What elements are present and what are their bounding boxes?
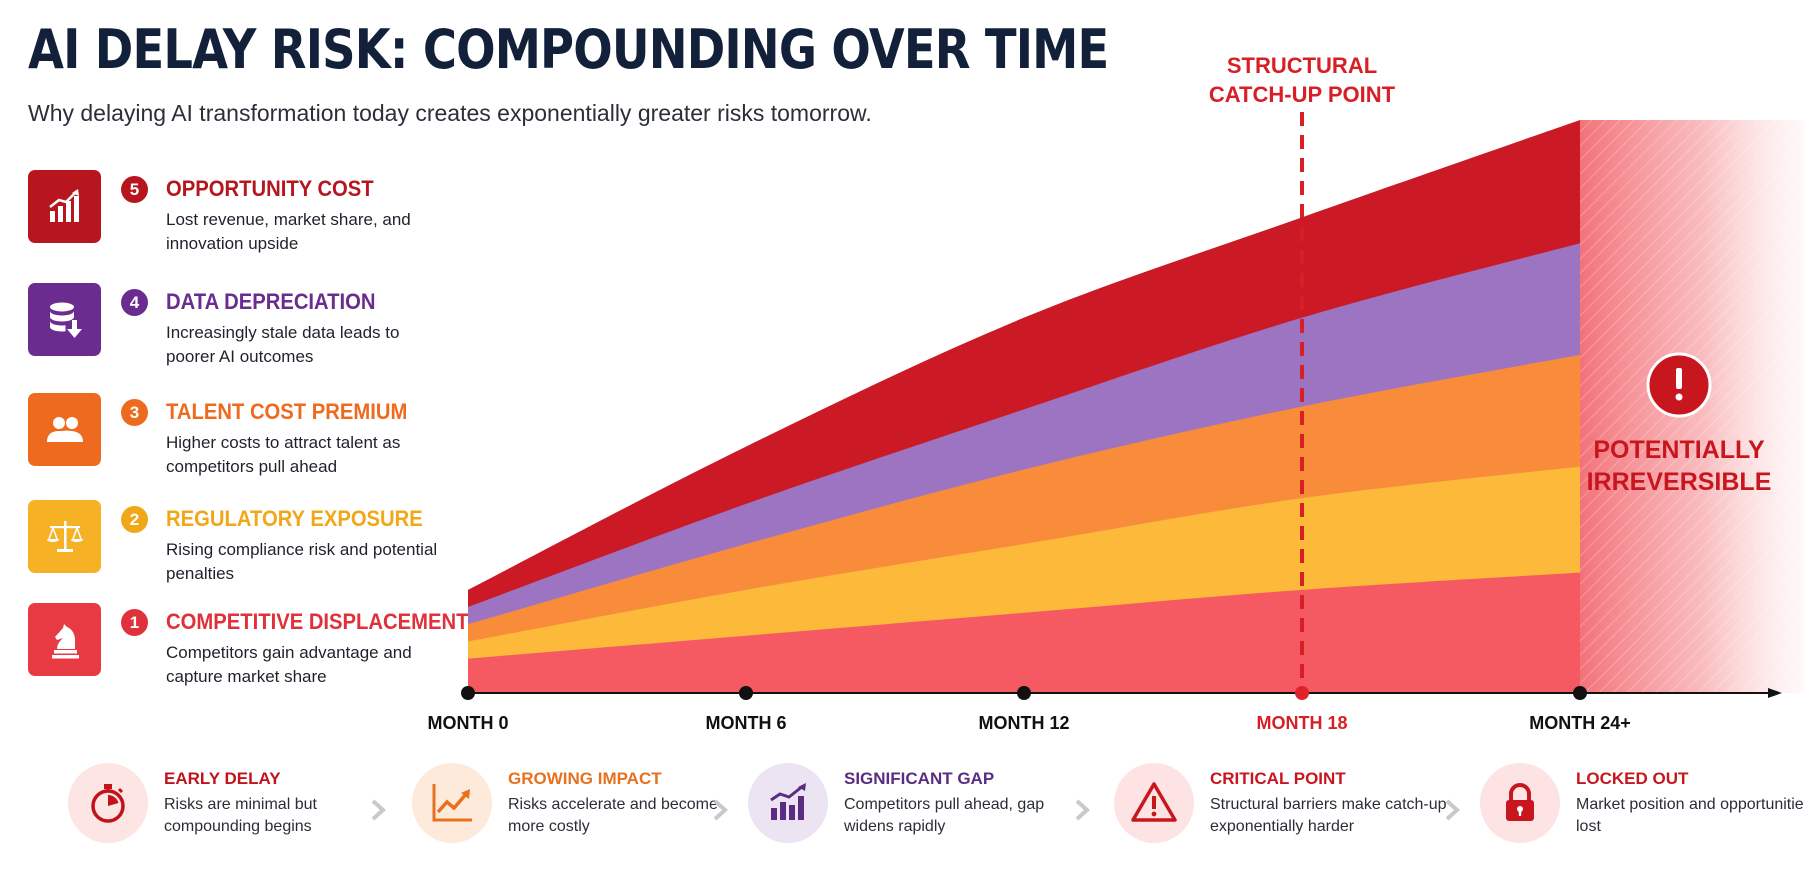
marker-label-line2: CATCH-UP POINT <box>1209 82 1396 107</box>
risk-item-opportunity-cost: 5 OPPORTUNITY COST Lost revenue, market … <box>28 170 458 253</box>
x-axis-arrow <box>1768 688 1782 698</box>
risk-item-talent-cost-premium: 3 TALENT COST PREMIUM Higher costs to at… <box>28 393 458 476</box>
x-tick-marker <box>461 686 475 700</box>
stage-title: CRITICAL POINT <box>1210 769 1346 788</box>
bar-growth-icon <box>748 763 828 843</box>
risk-number: 3 <box>121 399 148 426</box>
chevron-right-icon <box>713 799 728 821</box>
risk-description: Competitors gain advantage and capture m… <box>166 643 412 686</box>
stage-timeline: EARLY DELAY Risks are minimal but compou… <box>0 755 1804 855</box>
x-tick-label: MONTH 18 <box>1256 713 1347 733</box>
risk-title: TALENT COST PREMIUM <box>166 399 408 424</box>
risk-item-regulatory-exposure: 2 REGULATORY EXPOSURE Rising compliance … <box>28 500 458 583</box>
marker-label-line1: STRUCTURAL <box>1227 53 1377 78</box>
alert-icon-dot <box>1675 393 1683 401</box>
stage-locked-out: LOCKED OUT Market position and opportuni… <box>1480 755 1804 845</box>
risk-number: 5 <box>121 176 148 203</box>
risk-description: Rising compliance risk and potential pen… <box>166 540 438 583</box>
stage-description: Structural barriers make catch-up expone… <box>1210 796 1447 835</box>
stage-early-delay: EARLY DELAY Risks are minimal but compou… <box>68 755 398 845</box>
x-tick-marker <box>739 686 753 700</box>
irreversible-label-line1: POTENTIALLY <box>1593 436 1765 464</box>
page-title: AI DELAY RISK: COMPOUNDING OVER TIME <box>28 18 1109 81</box>
stage-title: GROWING IMPACT <box>508 769 662 788</box>
chevron-right-icon <box>371 799 386 821</box>
risk-description: Lost revenue, market share, and innovati… <box>166 210 411 253</box>
risk-number: 4 <box>121 289 148 316</box>
trend-up-icon <box>412 763 492 843</box>
x-tick-marker <box>1017 686 1031 700</box>
page-subtitle: Why delaying AI transformation today cre… <box>28 100 872 126</box>
x-tick-label: MONTH 6 <box>706 713 787 733</box>
stage-title: EARLY DELAY <box>164 769 281 788</box>
x-tick-marker <box>1573 686 1587 700</box>
stage-description: Market position and opportunities lost <box>1576 796 1804 835</box>
stage-title: LOCKED OUT <box>1576 769 1689 788</box>
database-download-icon <box>28 283 101 356</box>
x-tick-label: MONTH 24+ <box>1529 713 1631 733</box>
stage-title: SIGNIFICANT GAP <box>844 769 995 788</box>
risk-title: OPPORTUNITY COST <box>166 176 374 201</box>
risk-description: Increasingly stale data leads to poorer … <box>166 323 400 366</box>
stacked-area-chart: POTENTIALLY IRREVERSIBLE STRUCTURAL CATCH-… <box>428 53 1804 733</box>
stopwatch-icon <box>68 763 148 843</box>
risk-title: COMPETITIVE DISPLACEMENT <box>166 609 469 634</box>
risk-number: 2 <box>121 506 148 533</box>
stage-critical-point: CRITICAL POINT Structural barriers make … <box>1114 755 1447 845</box>
stage-description: Competitors pull ahead, gap widens rapid… <box>844 796 1045 835</box>
risk-title: DATA DEPRECIATION <box>166 289 376 314</box>
x-tick-label: MONTH 0 <box>428 713 509 733</box>
chevron-right-icon <box>1445 799 1460 821</box>
people-icon <box>28 393 101 466</box>
risk-number: 1 <box>121 609 148 636</box>
irreversible-label-line2: IRREVERSIBLE <box>1587 468 1772 496</box>
stage-growing-impact: GROWING IMPACT Risks accelerate and beco… <box>412 755 742 845</box>
x-tick-marker <box>1295 686 1309 700</box>
stage-description: Risks are minimal but compounding begins <box>164 796 317 835</box>
scales-icon <box>28 500 101 573</box>
risk-description: Higher costs to attract talent as compet… <box>166 433 401 476</box>
risk-title: REGULATORY EXPOSURE <box>166 506 423 531</box>
stage-description: Risks accelerate and become more costly <box>508 796 718 835</box>
warning-icon <box>1114 763 1194 843</box>
risk-item-data-depreciation: 4 DATA DEPRECIATION Increasingly stale d… <box>28 283 458 366</box>
chess-knight-icon <box>28 603 101 676</box>
lock-icon <box>1480 763 1560 843</box>
growth-chart-icon <box>28 170 101 243</box>
chevron-right-icon <box>1075 799 1090 821</box>
stage-significant-gap: SIGNIFICANT GAP Competitors pull ahead, … <box>748 755 1078 845</box>
alert-icon-bar <box>1676 368 1682 389</box>
risk-item-competitive-displacement: 1 COMPETITIVE DISPLACEMENT Competitors g… <box>28 603 468 686</box>
x-tick-label: MONTH 12 <box>978 713 1069 733</box>
